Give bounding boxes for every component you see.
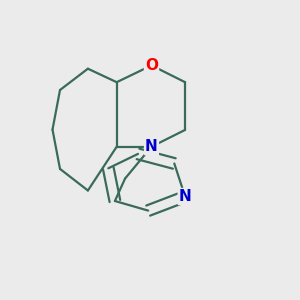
Text: N: N bbox=[179, 189, 191, 204]
Text: O: O bbox=[145, 58, 158, 73]
Text: N: N bbox=[145, 139, 158, 154]
